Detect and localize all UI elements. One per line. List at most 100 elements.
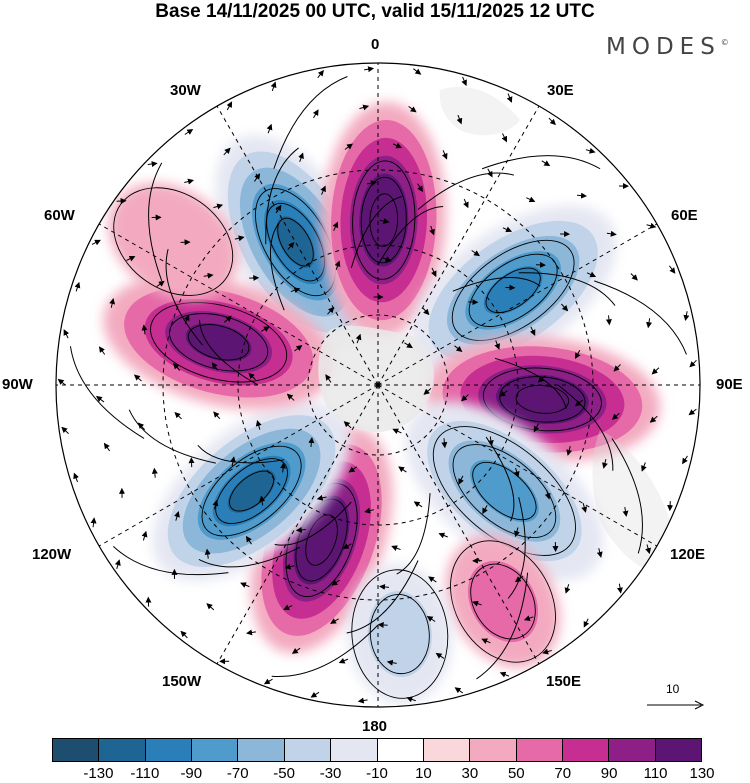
wind-arrow: [408, 106, 417, 113]
streamline: [128, 409, 216, 464]
wind-arrow: [649, 415, 658, 423]
lon-label-120e: 120E: [670, 546, 706, 563]
meridian-line: [377, 384, 658, 547]
wind-arrow: [184, 129, 194, 135]
wind-arrow: [147, 161, 158, 167]
wind-arrow: [357, 697, 368, 704]
colorbar-tick-label: -110: [130, 765, 160, 782]
wind-arrow: [63, 329, 70, 339]
wind-arrow: [651, 367, 660, 375]
wind-arrow: [386, 659, 397, 666]
map-boundary: [55, 62, 701, 708]
lobe-120e-negative: [405, 401, 604, 581]
wind-arrow: [542, 648, 552, 655]
wind-arrow: [133, 374, 142, 382]
south-pole-marker: [375, 382, 381, 388]
wind-arrow: [646, 318, 652, 329]
colorbar-swatch: [608, 739, 655, 761]
wind-arrow: [548, 117, 556, 126]
streamline-loop: [369, 193, 399, 247]
wind-arrow: [561, 303, 569, 312]
wind-arrow: [174, 511, 180, 521]
colorbar-tick-label: 50: [507, 765, 525, 782]
wind-arrow: [430, 267, 437, 278]
wind-arrow: [564, 584, 571, 594]
wind-arrow: [109, 298, 116, 308]
colorbar: [52, 738, 702, 762]
reference-arrow-icon: [647, 700, 705, 710]
colorbar-tick-label: -50: [273, 765, 295, 782]
wind-arrow: [481, 638, 491, 644]
wind-arrow: [566, 446, 573, 456]
colorbar-tick-label: -90: [180, 765, 203, 782]
wind-arrow: [103, 442, 111, 452]
wind-arrow: [91, 239, 101, 246]
wind-arrow: [180, 630, 188, 639]
wind-arrow: [183, 314, 190, 324]
wind-arrow: [254, 173, 261, 182]
wind-arrow: [379, 583, 390, 590]
streamline-loop: [305, 514, 338, 566]
wind-arrow: [245, 535, 252, 545]
streamline: [485, 436, 515, 522]
wind-arrow: [669, 265, 676, 274]
wind-arrow: [295, 526, 306, 533]
wind-arrow: [126, 256, 136, 262]
wind-vectors: [57, 66, 697, 704]
colorbar-swatch: [422, 739, 470, 761]
wind-arrow: [499, 390, 508, 397]
streamline: [273, 76, 348, 169]
wind-arrow: [377, 621, 388, 628]
wind-arrow: [359, 104, 370, 111]
wind-arrow: [577, 192, 588, 199]
wind-arrow: [229, 456, 236, 467]
wind-arrow: [290, 287, 301, 294]
wind-arrow: [151, 467, 158, 478]
wind-arrow: [404, 342, 413, 349]
lon-label-180: 180: [362, 718, 388, 735]
colorbar-tick-label: 90: [600, 765, 618, 782]
wind-arrow: [630, 273, 638, 281]
colorbar-tick-label: -10: [366, 765, 388, 782]
lobe-75w-positive: [103, 275, 334, 410]
reference-vector-label: 10: [666, 682, 680, 696]
meridian-line: [377, 223, 658, 386]
wind-arrow: [472, 600, 482, 607]
wind-arrow: [212, 499, 219, 510]
wind-arrow: [74, 281, 81, 292]
streamline: [452, 277, 541, 292]
streamline: [557, 384, 614, 471]
colorbar-swatch: [144, 739, 192, 761]
lon-label-90w: 90W: [2, 376, 33, 393]
wind-arrow: [494, 340, 500, 350]
streamline-loop: [150, 302, 288, 383]
wind-arrow: [366, 180, 377, 187]
wind-arrow: [513, 467, 520, 478]
lon-label-150w: 150W: [162, 673, 202, 690]
streamline: [481, 155, 601, 170]
wind-arrow: [248, 372, 256, 381]
landmass-shading: [318, 86, 680, 573]
colorbar-swatch: [53, 739, 99, 761]
streamline: [148, 162, 163, 282]
streamline: [476, 572, 529, 680]
wind-arrow: [602, 458, 608, 469]
wind-arrow: [575, 349, 581, 360]
wind-arrow: [423, 387, 432, 395]
copyright-mark: ©: [720, 38, 729, 47]
wind-arrow: [426, 615, 436, 622]
colorbar-tick-label: 30: [461, 765, 479, 782]
wind-arrow: [203, 272, 214, 279]
wind-arrow: [499, 671, 510, 678]
wind-arrow: [61, 426, 69, 434]
wind-arrow: [392, 428, 402, 435]
wind-arrow: [211, 362, 219, 371]
wind-arrow: [583, 618, 590, 628]
wind-arrow: [320, 185, 326, 195]
wind-arrow: [391, 545, 401, 551]
wind-arrow: [246, 629, 257, 636]
wind-arrow: [544, 489, 551, 500]
wind-arrow: [487, 436, 494, 447]
wind-arrow: [622, 506, 629, 517]
wind-arrow: [441, 150, 448, 160]
